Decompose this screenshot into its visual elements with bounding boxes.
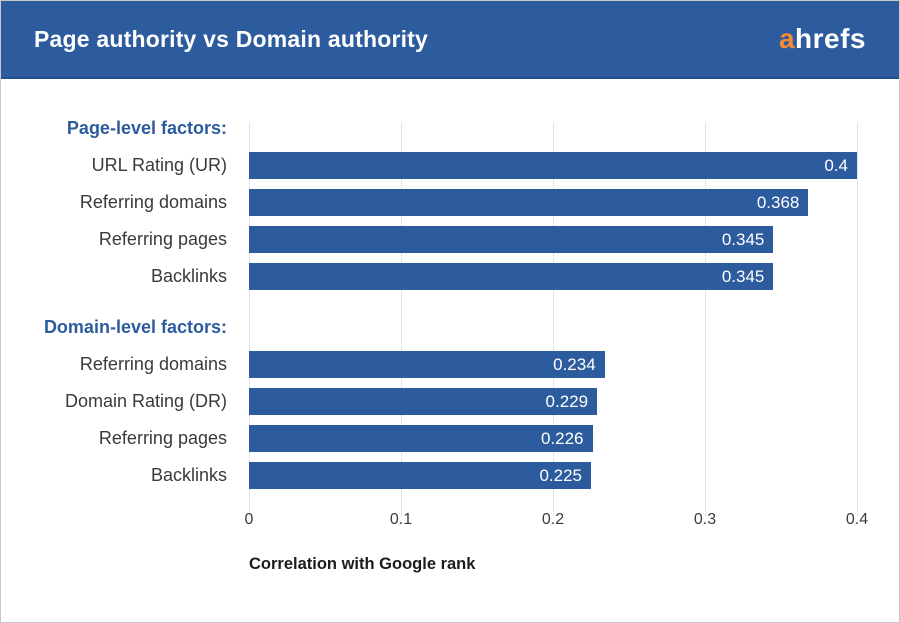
bar-row: Domain Rating (DR) 0.229 — [1, 383, 899, 420]
bar-value-label: 0.225 — [539, 465, 582, 485]
section-heading-row: Domain-level factors: — [1, 309, 899, 346]
x-tick-label: 0.1 — [389, 511, 413, 528]
bar: 0.345 — [249, 263, 774, 290]
bar-value-label: 0.234 — [553, 354, 596, 374]
section-heading: Page-level factors: — [66, 118, 227, 138]
category-label: Referring domains — [79, 354, 227, 374]
x-tick-label: 0 — [244, 511, 254, 528]
bar-value-label: 0.229 — [545, 391, 589, 411]
bar-value-label: 0.368 — [756, 192, 800, 212]
bar: 0.225 — [249, 462, 591, 489]
ahrefs-logo-text: hrefs — [795, 23, 866, 54]
ahrefs-logo: ahrefs — [779, 23, 866, 55]
bar-track: 0.226 — [249, 425, 857, 452]
section-heading: Domain-level factors: — [43, 317, 227, 337]
bar-track: 0.4 — [249, 152, 857, 179]
x-axis-title: Correlation with Google rank — [249, 555, 476, 573]
bar-row: Referring pages 0.345 — [1, 221, 899, 258]
bar-row: Referring pages 0.226 — [1, 420, 899, 457]
bar-chart: Page-level factors: URL Rating (UR) 0.4 Ref… — [1, 79, 899, 622]
bar-value-label: 0.345 — [721, 229, 765, 249]
bar-track: 0.225 — [249, 462, 857, 489]
page-title: Page authority vs Domain authority — [34, 25, 429, 52]
bar-row: Referring domains 0.368 — [1, 184, 899, 221]
ahrefs-logo-accent-letter: a — [778, 23, 796, 54]
bar-row: Backlinks 0.225 — [1, 457, 899, 494]
bar: 0.4 — [249, 152, 857, 179]
category-label: Referring pages — [98, 229, 227, 249]
x-tick-label: 0.3 — [693, 511, 717, 528]
bar-track: 0.229 — [249, 388, 857, 415]
bar-track: 0.368 — [249, 189, 857, 216]
x-tick-label: 0.4 — [845, 511, 869, 528]
bar-track: 0.234 — [249, 351, 857, 378]
bar-track: 0.345 — [249, 263, 857, 290]
bar-row: URL Rating (UR) 0.4 — [1, 147, 899, 184]
header: Page authority vs Domain authority ahref… — [1, 1, 899, 79]
bar-row: Referring domains 0.234 — [1, 346, 899, 383]
x-tick-label: 0.2 — [541, 511, 565, 528]
category-label: Referring domains — [79, 192, 227, 212]
bar-value-label: 0.4 — [824, 155, 848, 175]
bar: 0.345 — [249, 226, 774, 253]
bar-value-label: 0.345 — [721, 266, 765, 286]
category-label: Referring pages — [98, 428, 227, 448]
section-heading-row: Page-level factors: — [1, 110, 899, 147]
bar-value-label: 0.226 — [540, 428, 584, 448]
bar: 0.234 — [249, 351, 605, 378]
section-gap — [1, 295, 899, 309]
bar-track: 0.345 — [249, 226, 857, 253]
category-label: Backlinks — [150, 465, 227, 485]
bar-row: Backlinks 0.345 — [1, 258, 899, 295]
category-label: Domain Rating (DR) — [64, 391, 227, 411]
category-label: Backlinks — [150, 266, 227, 286]
plot-rows: Page-level factors: URL Rating (UR) 0.4 Ref… — [1, 110, 899, 494]
bar: 0.368 — [249, 189, 809, 216]
bar: 0.229 — [249, 388, 598, 415]
category-label: URL Rating (UR) — [91, 155, 227, 175]
x-axis-ticks: 0 0.1 0.2 0.3 0.4 — [245, 511, 869, 531]
bar: 0.226 — [249, 425, 593, 452]
